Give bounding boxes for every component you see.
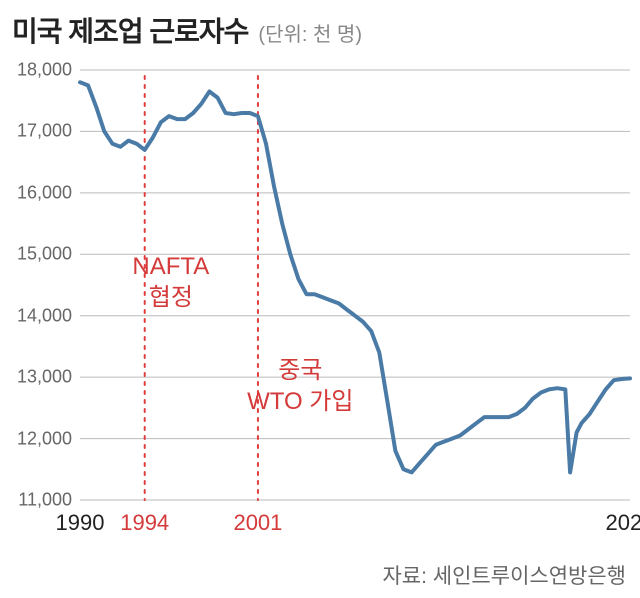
y-tick-label: 17,000 <box>2 121 72 142</box>
x-tick-label: 2024 <box>606 510 640 536</box>
chart-annotation: 중국WTO 가입 <box>230 355 370 417</box>
chart-source: 자료: 세인트루이스연방은행 <box>382 560 626 590</box>
x-tick-label: 1994 <box>120 510 169 536</box>
y-tick-label: 12,000 <box>2 428 72 449</box>
chart-title: 미국 제조업 근로자수 <box>12 10 248 50</box>
y-tick-label: 11,000 <box>2 490 72 511</box>
y-tick-label: 14,000 <box>2 305 72 326</box>
chart-header: 미국 제조업 근로자수 (단위: 천 명) <box>12 10 362 50</box>
chart-svg <box>0 58 640 538</box>
x-tick-label: 1990 <box>56 510 105 536</box>
y-tick-label: 16,000 <box>2 182 72 203</box>
source-value: 세인트루이스연방은행 <box>433 565 626 588</box>
source-label: 자료: <box>382 565 426 588</box>
chart-unit: (단위: 천 명) <box>258 18 362 47</box>
chart-annotation: NAFTA협정 <box>101 251 241 313</box>
x-tick-label: 2001 <box>233 510 282 536</box>
y-tick-label: 18,000 <box>2 60 72 81</box>
y-tick-label: 15,000 <box>2 244 72 265</box>
chart-area: 11,000 12,000 13,000 14,000 15,000 16,000 17,0… <box>0 58 640 538</box>
y-tick-label: 13,000 <box>2 367 72 388</box>
